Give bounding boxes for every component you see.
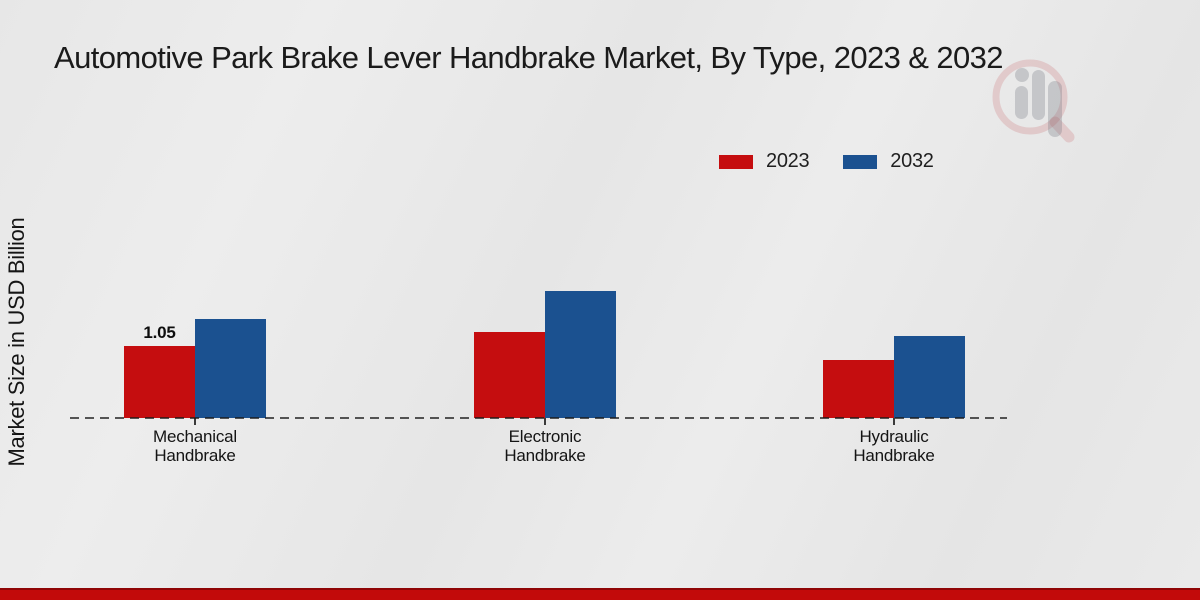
y-axis-label: Market Size in USD Billion [4, 217, 29, 467]
chart-title: Automotive Park Brake Lever Handbrake Ma… [54, 40, 1004, 75]
legend-item-2032: 2032 [843, 150, 934, 173]
category-label-hydraulic-handbrake: Hydraulic Handbrake [853, 427, 935, 465]
footer-accent-bar [0, 588, 1200, 600]
bar-2023-electronic-handbrake [474, 332, 545, 418]
legend: 2023 2032 [719, 150, 934, 173]
bar-value-label: 1.05 [143, 323, 176, 342]
bar-2023-mechanical-handbrake: 1.05 [124, 323, 195, 418]
legend-swatch-2023 [719, 154, 753, 169]
legend-label-2023: 2023 [766, 150, 810, 172]
bar-2032-mechanical-handbrake [195, 319, 266, 418]
magnifier-logo-watermark [992, 59, 1075, 143]
x-axis-tick [544, 418, 546, 425]
x-axis-baseline [70, 417, 1007, 419]
bar-group-hydraulic-handbrake [823, 336, 965, 418]
category-label-electronic-handbrake: Electronic Handbrake [504, 427, 586, 465]
legend-label-2032: 2032 [890, 150, 934, 172]
legend-item-2023: 2023 [719, 150, 810, 173]
x-axis-tick [194, 418, 196, 425]
x-axis-tick [893, 418, 895, 425]
bar-2032-electronic-handbrake [545, 291, 616, 418]
bar-group-mechanical-handbrake: 1.05 [124, 319, 266, 418]
bar-2023-hydraulic-handbrake [823, 360, 894, 418]
bar-group-electronic-handbrake [474, 291, 616, 418]
category-label-mechanical-handbrake: Mechanical Handbrake [153, 427, 237, 465]
legend-swatch-2032 [843, 154, 878, 169]
bar-2032-hydraulic-handbrake [894, 336, 965, 418]
